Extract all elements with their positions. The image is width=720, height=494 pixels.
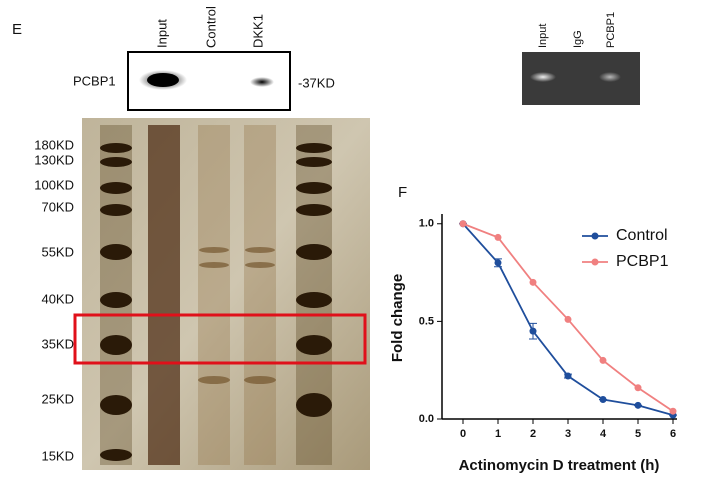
legend-marker [591,258,599,266]
point [494,233,502,241]
panel-label: F [398,184,407,201]
marker-label: 35KD [41,336,74,351]
protein-label: PCBP1 [73,73,116,88]
point [529,278,537,286]
legend-marker [591,232,599,240]
x-axis-label: Actinomycin D treatment (h) [459,457,660,474]
blot-band [147,73,179,87]
lane-label: Control [203,6,218,48]
y-tick-label: 0.5 [419,315,434,327]
size-label: -37KD [298,75,335,90]
point [529,327,537,335]
pcr-band [599,72,621,82]
lane-label: PCBP1 [605,12,617,48]
point [634,384,642,392]
lane-label: IgG [572,30,584,48]
gel-lane [244,125,276,465]
marker-label: 15KD [41,448,74,463]
gel-lane [148,125,180,465]
marker-label: 25KD [41,391,74,406]
highlight-box [73,313,367,365]
marker-label: 100KD [34,177,74,192]
point [494,259,502,267]
marker-label: 55KD [41,244,74,259]
lane-label: DKK1 [250,14,265,48]
marker-bands [100,143,332,461]
x-tick-label: 1 [495,428,501,440]
x-tick-label: 0 [460,428,466,440]
point [564,315,572,323]
point [599,395,607,403]
lane-label: Input [537,24,549,48]
lane-label: Input [154,19,169,48]
marker-label: 130KD [34,152,74,167]
point [634,401,642,409]
marker-label: 70KD [41,199,74,214]
legend-label: PCBP1 [616,253,669,270]
x-tick-label: 3 [565,428,571,440]
x-tick-label: 2 [530,428,536,440]
panel-label: E [12,21,22,38]
marker-label: 180KD [34,137,74,152]
point [564,372,572,380]
x-tick-label: 6 [670,428,676,440]
y-tick-label: 0.0 [419,413,434,425]
x-tick-label: 4 [600,428,607,440]
point [459,220,467,228]
y-tick-label: 1.0 [419,218,434,230]
x-tick-label: 5 [635,428,641,440]
legend-label: Control [616,227,668,244]
pcr-band [530,72,556,82]
blot-band [250,77,274,87]
sample-bands [198,247,276,384]
gel-lane [198,125,230,465]
point [599,356,607,364]
marker-label: 40KD [41,291,74,306]
y-axis-label: Fold change [389,274,406,362]
point [669,407,677,415]
